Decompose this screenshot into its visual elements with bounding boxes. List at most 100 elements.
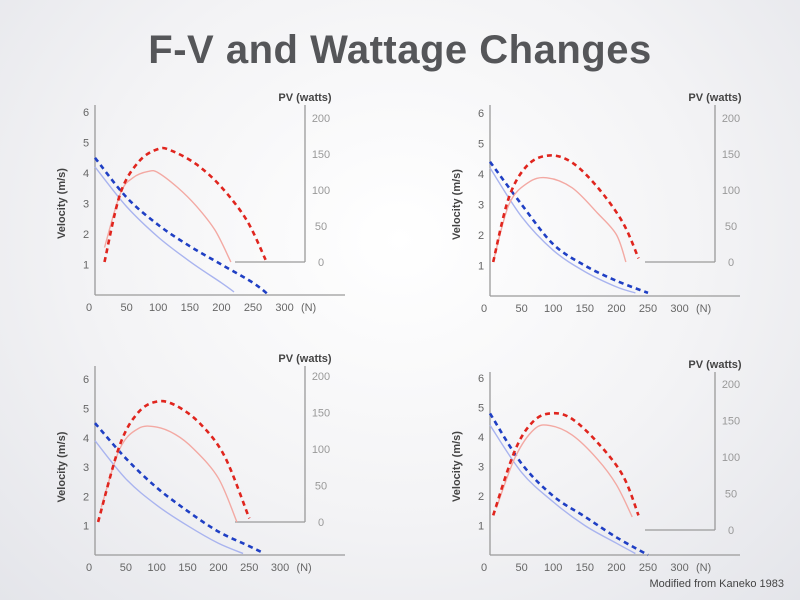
panel-3-y-tick-label: 5 [83, 404, 89, 416]
credit-text: Modified from Kaneko 1983 [649, 578, 784, 590]
panel-1-y-tick-label: 5 [83, 138, 89, 150]
panel-2-x-tick-label: 200 [607, 303, 625, 315]
panel-3-x-unit-label: (N) [296, 562, 311, 574]
panel-2-y-tick-label: 4 [478, 169, 484, 181]
panel-4-y2-tick-label: 200 [722, 379, 740, 391]
panel-2-y-tick-label: 2 [478, 230, 484, 242]
panel-1-x-unit-label: (N) [301, 302, 316, 314]
panel-2-y2-tick-label: 150 [722, 149, 740, 161]
panel-4-x-tick-label: 250 [639, 562, 657, 574]
panel-1-x-tick-label: 50 [120, 302, 132, 314]
panel-3-y2-tick-label: 0 [318, 517, 324, 529]
panel-2-velocity-dashed-line [488, 161, 649, 295]
panel-3-x-tick-label: 0 [86, 562, 92, 574]
panel-4-power-solid-line [495, 424, 633, 518]
panel-4-y-tick-label: 2 [478, 491, 484, 503]
panel-3-y2-tick-label: 100 [312, 444, 330, 456]
panel-4-y2-tick-label: 0 [728, 525, 734, 537]
panel-3-y-tick-label: 2 [83, 491, 89, 503]
panel-1-y2-tick-label: 50 [315, 221, 327, 233]
panel-2-y2-axis-title: PV (watts) [688, 92, 742, 104]
panel-1-x-tick-label: 0 [86, 302, 92, 314]
panel-4-y-tick-label: 3 [478, 462, 484, 474]
panel-4-y-tick-label: 5 [478, 403, 484, 415]
panel-1-x-tick-label: 100 [149, 302, 167, 314]
panel-2-y2-tick-label: 200 [722, 113, 740, 125]
panel-4-y-tick-label: 1 [478, 521, 484, 533]
panel-1-y-tick-label: 6 [83, 107, 89, 119]
panel-1-velocity-dashed-line [93, 156, 270, 297]
panel-2-y2-tick-label: 0 [728, 257, 734, 269]
panel-4-y-tick-label: 4 [478, 432, 484, 444]
panel-3-y2-tick-label: 200 [312, 371, 330, 383]
panel-1-y2-tick-label: 150 [312, 149, 330, 161]
panel-1-y-axis-title: Velocity (m/s) [56, 168, 68, 239]
panel-2-power-dashed-line [491, 154, 640, 263]
panel-1-y-tick-label: 4 [83, 168, 89, 180]
panel-4-x-tick-label: 300 [670, 562, 688, 574]
panel-4-y-tick-label: 6 [478, 373, 484, 385]
panel-4-x-tick-label: 200 [607, 562, 625, 574]
panel-1-velocity-solid-line [94, 166, 235, 293]
slide-title: F-V and Wattage Changes [148, 28, 652, 72]
panel-4-x-tick-label: 100 [544, 562, 562, 574]
panel-4-x-tick-label: 150 [576, 562, 594, 574]
panel-2-power-solid-line [492, 176, 627, 263]
panel-2-x-tick-label: 100 [544, 303, 562, 315]
panel-2-y-tick-label: 5 [478, 139, 484, 151]
panel-3-power-solid-line [100, 425, 238, 523]
panel-1-y-tick-label: 1 [83, 260, 89, 272]
panel-2-y2-tick-label: 50 [725, 221, 737, 233]
panel-1-y2-tick-label: 100 [312, 185, 330, 197]
panel-3-y-tick-label: 3 [83, 462, 89, 474]
panel-4-y2-tick-label: 50 [725, 489, 737, 501]
panel-3-y-tick-label: 4 [83, 433, 89, 445]
panel-4-y2-tick-label: 100 [722, 452, 740, 464]
panel-3-y2-tick-label: 150 [312, 408, 330, 420]
panel-3-y-tick-label: 1 [83, 521, 89, 533]
panel-3-x-tick-label: 200 [209, 562, 227, 574]
panel-2-x-tick-label: 150 [576, 303, 594, 315]
panel-4-y-axis-title: Velocity (m/s) [451, 431, 463, 502]
panel-2-x-unit-label: (N) [696, 303, 711, 315]
panel-3-y2-tick-label: 50 [315, 481, 327, 493]
panel-3-x-tick-label: 50 [120, 562, 132, 574]
panel-3-y2-axis-title: PV (watts) [278, 353, 332, 365]
panel-1-y-tick-label: 2 [83, 229, 89, 241]
panel-2-x-tick-label: 0 [481, 303, 487, 315]
panel-4-power-dashed-line [491, 411, 640, 516]
panel-2-y-axis-title: Velocity (m/s) [451, 169, 463, 240]
panel-3-power-dashed-line [96, 399, 251, 523]
panel-1-y2-axis-title: PV (watts) [278, 92, 332, 104]
panel-3-x-tick-label: 100 [148, 562, 166, 574]
panel-2-y2-tick-label: 100 [722, 185, 740, 197]
panel-4-x-tick-label: 50 [515, 562, 527, 574]
panel-3-x-tick-label: 300 [271, 562, 289, 574]
panel-3-y-tick-label: 6 [83, 374, 89, 386]
panel-1-x-tick-label: 200 [212, 302, 230, 314]
panel-4-velocity-dashed-line [488, 412, 649, 557]
panel-4-y2-tick-label: 150 [722, 416, 740, 428]
panel-1-x-tick-label: 300 [275, 302, 293, 314]
panel-4-velocity-solid-line [489, 424, 636, 555]
panel-1-y2-tick-label: 0 [318, 257, 324, 269]
panel-2-y-tick-label: 6 [478, 108, 484, 120]
panel-1-power-solid-line [103, 169, 232, 263]
panel-2-x-tick-label: 50 [515, 303, 527, 315]
panel-3-velocity-dashed-line [94, 422, 263, 554]
panel-1-power-dashed-line [103, 146, 267, 263]
panel-2-x-tick-label: 250 [639, 303, 657, 315]
panel-4-x-unit-label: (N) [696, 562, 711, 574]
panel-1-y2-tick-label: 200 [312, 113, 330, 125]
panel-1-y-tick-label: 3 [83, 199, 89, 211]
panel-2-y-tick-label: 3 [478, 200, 484, 212]
panel-2-velocity-solid-line [489, 167, 636, 294]
panel-1-x-tick-label: 150 [181, 302, 199, 314]
panel-1-x-tick-label: 250 [244, 302, 262, 314]
panel-3-x-tick-label: 250 [240, 562, 258, 574]
panel-3-x-tick-label: 150 [178, 562, 196, 574]
panel-4-y2-axis-title: PV (watts) [688, 359, 742, 371]
panel-4-x-tick-label: 0 [481, 562, 487, 574]
panel-3-velocity-solid-line [94, 440, 244, 555]
